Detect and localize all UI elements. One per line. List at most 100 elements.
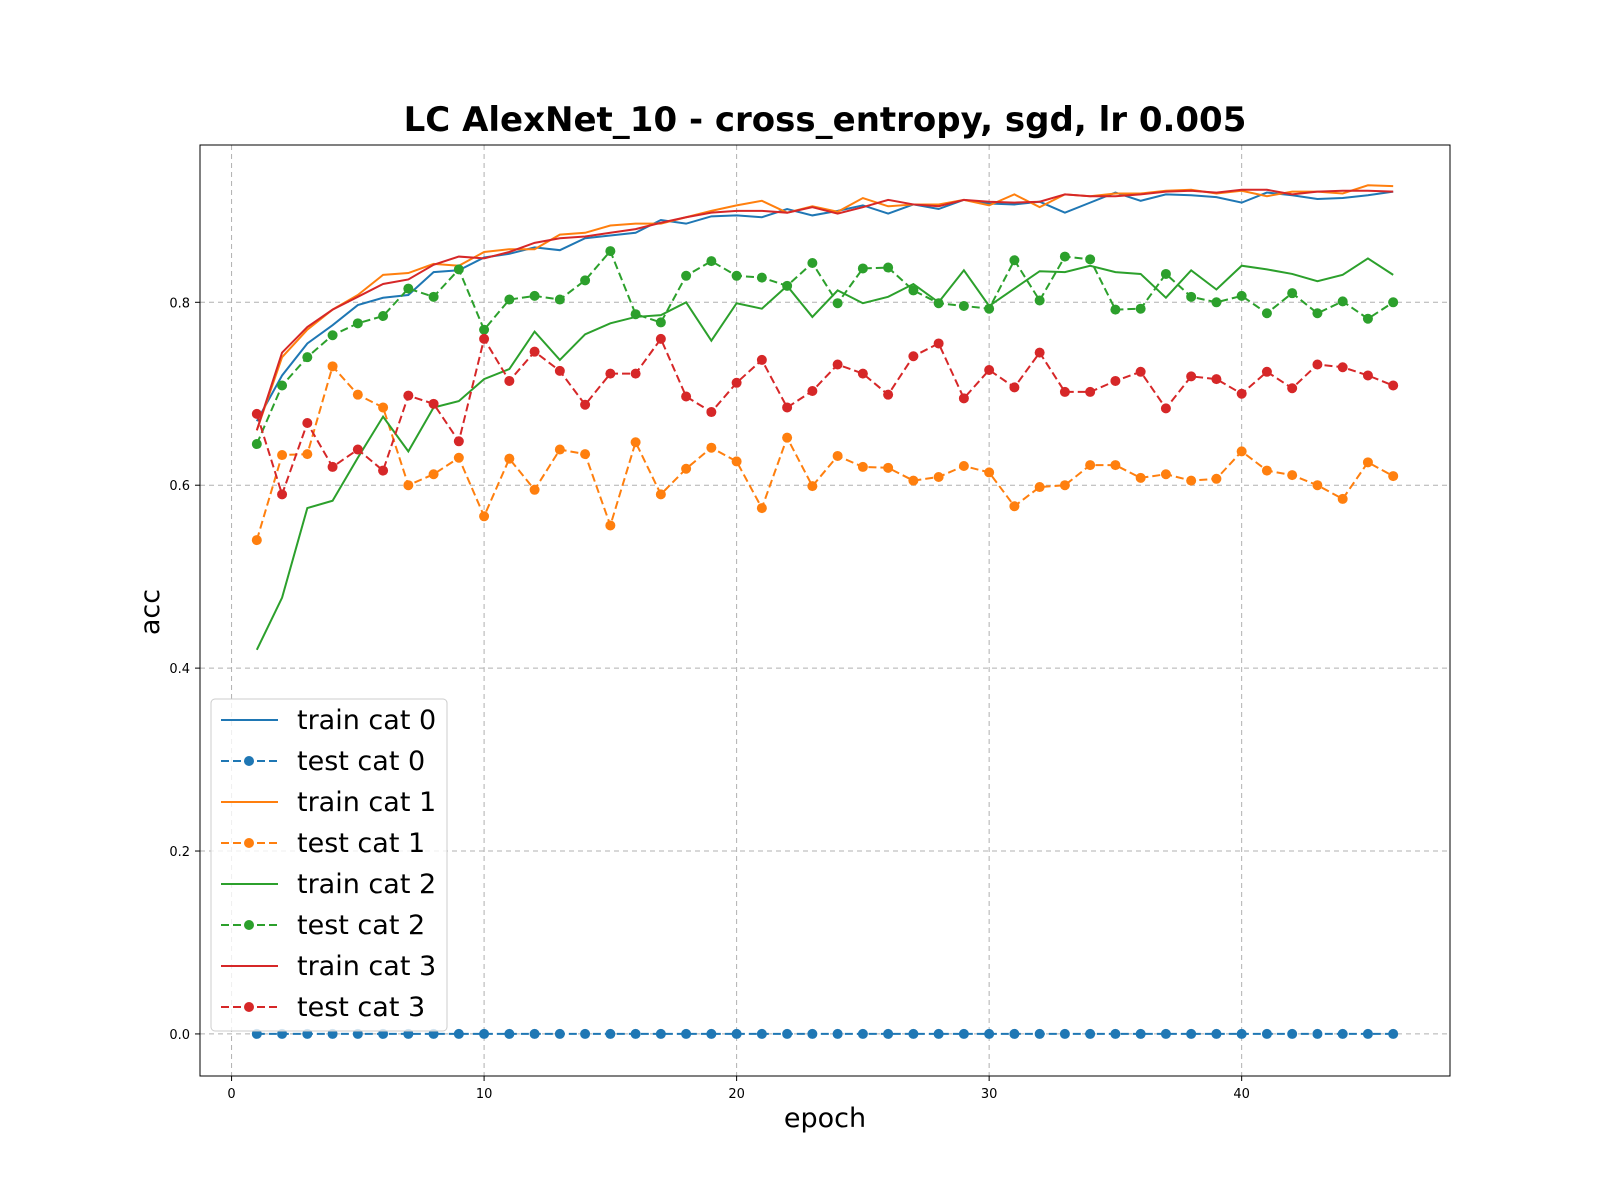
data-point <box>630 437 641 448</box>
y-tick-label: 0.0 <box>169 1028 190 1043</box>
data-point <box>1059 1028 1070 1039</box>
x-tick-label: 30 <box>981 1087 998 1102</box>
data-point <box>1261 465 1272 476</box>
legend-item: train cat 3 <box>221 951 436 982</box>
data-point <box>1287 470 1298 481</box>
legend-item: test cat 1 <box>221 828 425 859</box>
x-tick-label: 40 <box>1233 1087 1250 1102</box>
y-tick-label: 0.4 <box>169 662 190 677</box>
data-point <box>580 399 591 410</box>
data-point <box>428 291 439 302</box>
data-point <box>1312 1028 1323 1039</box>
data-point <box>1085 460 1096 471</box>
data-point <box>1388 380 1399 391</box>
data-point <box>1362 1028 1373 1039</box>
data-point <box>681 1028 692 1039</box>
data-point <box>1160 268 1171 279</box>
data-point <box>731 456 742 467</box>
data-point <box>1009 255 1020 266</box>
data-point <box>756 1028 767 1039</box>
data-point <box>605 1028 616 1039</box>
data-point <box>1110 304 1121 315</box>
data-point <box>277 489 288 500</box>
data-point <box>832 359 843 370</box>
data-point <box>251 408 262 419</box>
legend-marker <box>244 920 254 930</box>
data-point <box>933 1028 944 1039</box>
data-point <box>453 264 464 275</box>
data-point <box>984 1028 995 1039</box>
data-point <box>706 442 717 453</box>
data-point <box>706 1028 717 1039</box>
data-point <box>1085 386 1096 397</box>
data-point <box>277 380 288 391</box>
data-point <box>1287 1028 1298 1039</box>
legend-item: test cat 2 <box>221 910 425 941</box>
data-point <box>706 256 717 267</box>
data-point <box>403 390 414 401</box>
data-point <box>1034 347 1045 358</box>
data-point <box>1186 475 1197 486</box>
data-point <box>529 290 540 301</box>
data-point <box>655 317 666 328</box>
data-point <box>302 418 313 429</box>
data-point <box>1362 370 1373 381</box>
data-point <box>1186 291 1197 302</box>
data-point <box>908 285 919 296</box>
legend-label: train cat 3 <box>297 951 436 982</box>
x-tick-label: 0 <box>227 1087 235 1102</box>
data-point <box>1287 288 1298 299</box>
data-point <box>1362 457 1373 468</box>
data-point <box>378 465 389 476</box>
data-point <box>1388 297 1399 308</box>
series-line-train-cat-0 <box>255 190 1394 422</box>
data-point <box>1135 303 1146 314</box>
data-point <box>857 461 868 472</box>
data-point <box>1186 371 1197 382</box>
legend-marker <box>244 756 254 766</box>
legend-label: test cat 1 <box>297 828 425 859</box>
data-point <box>883 462 894 473</box>
data-point <box>529 1028 540 1039</box>
data-point <box>352 318 363 329</box>
data-point <box>655 1028 666 1039</box>
data-point <box>1236 1028 1247 1039</box>
data-point <box>933 338 944 349</box>
data-point <box>1236 290 1247 301</box>
data-point <box>1110 375 1121 386</box>
data-point <box>1110 1028 1121 1039</box>
data-point <box>1236 446 1247 457</box>
series-line-test-cat-1 <box>255 364 1394 541</box>
data-point <box>302 352 313 363</box>
data-point <box>908 475 919 486</box>
data-point <box>1085 1028 1096 1039</box>
data-point <box>479 1028 490 1039</box>
data-point <box>529 346 540 357</box>
data-point <box>453 436 464 447</box>
data-point <box>251 439 262 450</box>
data-point <box>1034 1028 1045 1039</box>
y-tick-label: 0.8 <box>169 296 190 311</box>
data-point <box>630 309 641 320</box>
legend-marker <box>244 1002 254 1012</box>
data-point <box>479 511 490 522</box>
data-point <box>1388 471 1399 482</box>
data-point <box>428 469 439 480</box>
data-point <box>807 481 818 492</box>
data-point <box>605 520 616 531</box>
data-point <box>807 257 818 268</box>
data-point <box>958 393 969 404</box>
chart-title: LC AlexNet_10 - cross_entropy, sgd, lr 0… <box>403 100 1247 140</box>
data-point <box>756 354 767 365</box>
data-point <box>731 270 742 281</box>
data-point <box>1211 1028 1222 1039</box>
data-point <box>1160 403 1171 414</box>
legend-box <box>210 698 448 1032</box>
data-point <box>554 444 565 455</box>
series-line-train-cat-1 <box>255 184 1394 431</box>
data-point <box>984 364 995 375</box>
data-point <box>807 1028 818 1039</box>
data-point <box>883 389 894 400</box>
data-point <box>580 1028 591 1039</box>
data-point <box>1135 472 1146 483</box>
